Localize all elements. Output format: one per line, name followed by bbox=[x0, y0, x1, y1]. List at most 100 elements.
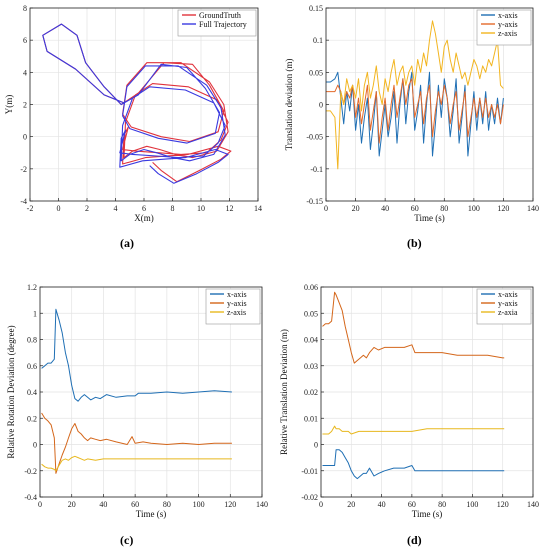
x-tick-label: 140 bbox=[256, 500, 268, 509]
y-axis-label: Y(m) bbox=[4, 95, 14, 115]
y-tick-label: 2 bbox=[23, 101, 27, 110]
x-tick-label: 120 bbox=[497, 204, 509, 213]
legend-label: y-axis bbox=[498, 299, 518, 308]
relative-rotation-chart: 0 20 40 60 80 100 120 140 -0.4 -0.2 0 0.2 0.4 0.6 0.8 1… bbox=[6, 283, 268, 519]
x-tick-label: 40 bbox=[381, 204, 389, 213]
panel-d: 0 20 40 60 80 100 120 140 -0.02 -0.01 0 0.01 0.02 0.0… bbox=[271, 275, 542, 550]
x-tick-label: -2 bbox=[27, 204, 34, 213]
y-tick-label: 0.04 bbox=[304, 336, 318, 345]
caption-d: (d) bbox=[407, 533, 422, 547]
y-tick-label: 0.4 bbox=[27, 388, 37, 397]
series-line-y-axis bbox=[41, 412, 232, 474]
x-axis-label: Time (s) bbox=[412, 509, 442, 519]
x-tick-label: 140 bbox=[527, 204, 539, 213]
y-axis-label: Translation deviation (m) bbox=[284, 59, 294, 151]
y-tick-label: 0.6 bbox=[27, 362, 37, 371]
y-tick-label: -0.2 bbox=[24, 467, 37, 476]
x-tick-label: 60 bbox=[131, 500, 139, 509]
y-tick-label: 0.05 bbox=[304, 309, 318, 318]
legend-label: z-axis bbox=[498, 29, 517, 38]
y-tick-label: 0 bbox=[33, 441, 37, 450]
y-tick-label: -2 bbox=[20, 165, 27, 174]
x-tick-label: 0 bbox=[57, 204, 61, 213]
legend-label: x-axis bbox=[498, 290, 518, 299]
y-axis-label: Relative Translation Deviation (m) bbox=[279, 329, 289, 455]
y-tick-label: 0.2 bbox=[27, 414, 37, 423]
x-tick-label: 12 bbox=[226, 204, 234, 213]
y-tick-label: 0.02 bbox=[304, 388, 318, 397]
legend-label: z-axis bbox=[227, 308, 246, 317]
y-axis-label: Relative Rotation Deviation (degree) bbox=[6, 325, 16, 458]
translation-deviation-chart: 0 20 40 60 80 100 120 140 -0.15 -0.1 -0.05 0 0.05 0.1… bbox=[284, 4, 539, 223]
x-tick-label: 4 bbox=[114, 204, 118, 213]
x-tick-label: 8 bbox=[171, 204, 175, 213]
x-tick-label: 100 bbox=[466, 500, 478, 509]
series-line-full-trajectory bbox=[42, 23, 229, 184]
x-tick-label: 20 bbox=[352, 204, 360, 213]
panel-c: 0 20 40 60 80 100 120 140 -0.4 -0.2 0 0.2 0.4 0.6 0.8 1… bbox=[0, 275, 271, 550]
x-axis-label: Time (s) bbox=[136, 509, 166, 519]
caption-a: (a) bbox=[120, 236, 134, 250]
y-tick-label: 0.03 bbox=[304, 362, 318, 371]
series-line-z-axia bbox=[322, 425, 505, 435]
x-axis-label: X(m) bbox=[134, 213, 154, 223]
y-tick-label: 0 bbox=[23, 133, 27, 142]
x-tick-label: 60 bbox=[408, 500, 416, 509]
legend-box bbox=[476, 288, 532, 325]
legend-label: x-axis bbox=[227, 290, 247, 299]
x-tick-label: 2 bbox=[85, 204, 89, 213]
x-tick-label: 80 bbox=[440, 204, 448, 213]
y-tick-label: -0.05 bbox=[306, 133, 323, 142]
y-tick-label: -0.4 bbox=[24, 493, 37, 502]
series-line-x-axis bbox=[322, 449, 505, 480]
x-tick-label: 10 bbox=[197, 204, 205, 213]
x-tick-label: 40 bbox=[378, 500, 386, 509]
series-line-x-axis bbox=[41, 308, 232, 402]
x-tick-label: 60 bbox=[411, 204, 419, 213]
y-tick-label: 6 bbox=[23, 36, 27, 45]
x-tick-label: 100 bbox=[193, 500, 205, 509]
y-tick-label: -0.01 bbox=[301, 467, 318, 476]
legend-label: z-axia bbox=[498, 308, 518, 317]
legend-label: x-axis bbox=[498, 11, 518, 20]
x-tick-label: 14 bbox=[254, 204, 262, 213]
x-tick-label: 80 bbox=[163, 500, 171, 509]
legend-box bbox=[476, 9, 532, 46]
legend-label: y-axis bbox=[498, 20, 518, 29]
series-line-y-axis bbox=[322, 291, 505, 364]
x-tick-label: 140 bbox=[527, 500, 539, 509]
x-tick-label: 120 bbox=[224, 500, 236, 509]
caption-b: (b) bbox=[407, 236, 422, 250]
legend-box bbox=[205, 288, 261, 325]
y-tick-label: 0.05 bbox=[309, 68, 323, 77]
x-tick-label: 40 bbox=[99, 500, 107, 509]
y-tick-label: -0.02 bbox=[301, 493, 318, 502]
y-tick-label: 0.01 bbox=[304, 414, 318, 423]
caption-c: (c) bbox=[120, 533, 134, 547]
x-tick-label: 100 bbox=[468, 204, 480, 213]
x-tick-label: 120 bbox=[497, 500, 509, 509]
x-tick-label: 20 bbox=[68, 500, 76, 509]
legend-label: y-axis bbox=[227, 299, 247, 308]
x-axis-label: Time (s) bbox=[414, 213, 444, 223]
y-tick-label: -0.1 bbox=[310, 165, 323, 174]
y-tick-label: 0 bbox=[319, 101, 323, 110]
y-tick-label: 1 bbox=[33, 309, 37, 318]
relative-translation-chart: 0 20 40 60 80 100 120 140 -0.02 -0.01 0 0.01 0.02 0.0… bbox=[279, 283, 539, 519]
x-tick-label: 0 bbox=[38, 500, 42, 509]
x-tick-label: 0 bbox=[324, 204, 328, 213]
series-line-y-axis bbox=[326, 78, 504, 144]
x-tick-label: 80 bbox=[438, 500, 446, 509]
y-tick-label: 0.15 bbox=[309, 4, 323, 13]
y-tick-label: 0.8 bbox=[27, 336, 37, 345]
y-tick-label: 8 bbox=[23, 4, 27, 13]
trajectory-chart: -2 0 2 4 6 8 10 12 14-4-202468X(m)Y(m)GroundTrut… bbox=[4, 4, 262, 223]
legend-label: GroundTruth bbox=[199, 11, 241, 20]
x-tick-label: 0 bbox=[319, 500, 323, 509]
y-tick-label: 4 bbox=[23, 68, 27, 77]
y-tick-label: 0.06 bbox=[304, 283, 318, 292]
y-tick-label: 0.1 bbox=[313, 36, 323, 45]
